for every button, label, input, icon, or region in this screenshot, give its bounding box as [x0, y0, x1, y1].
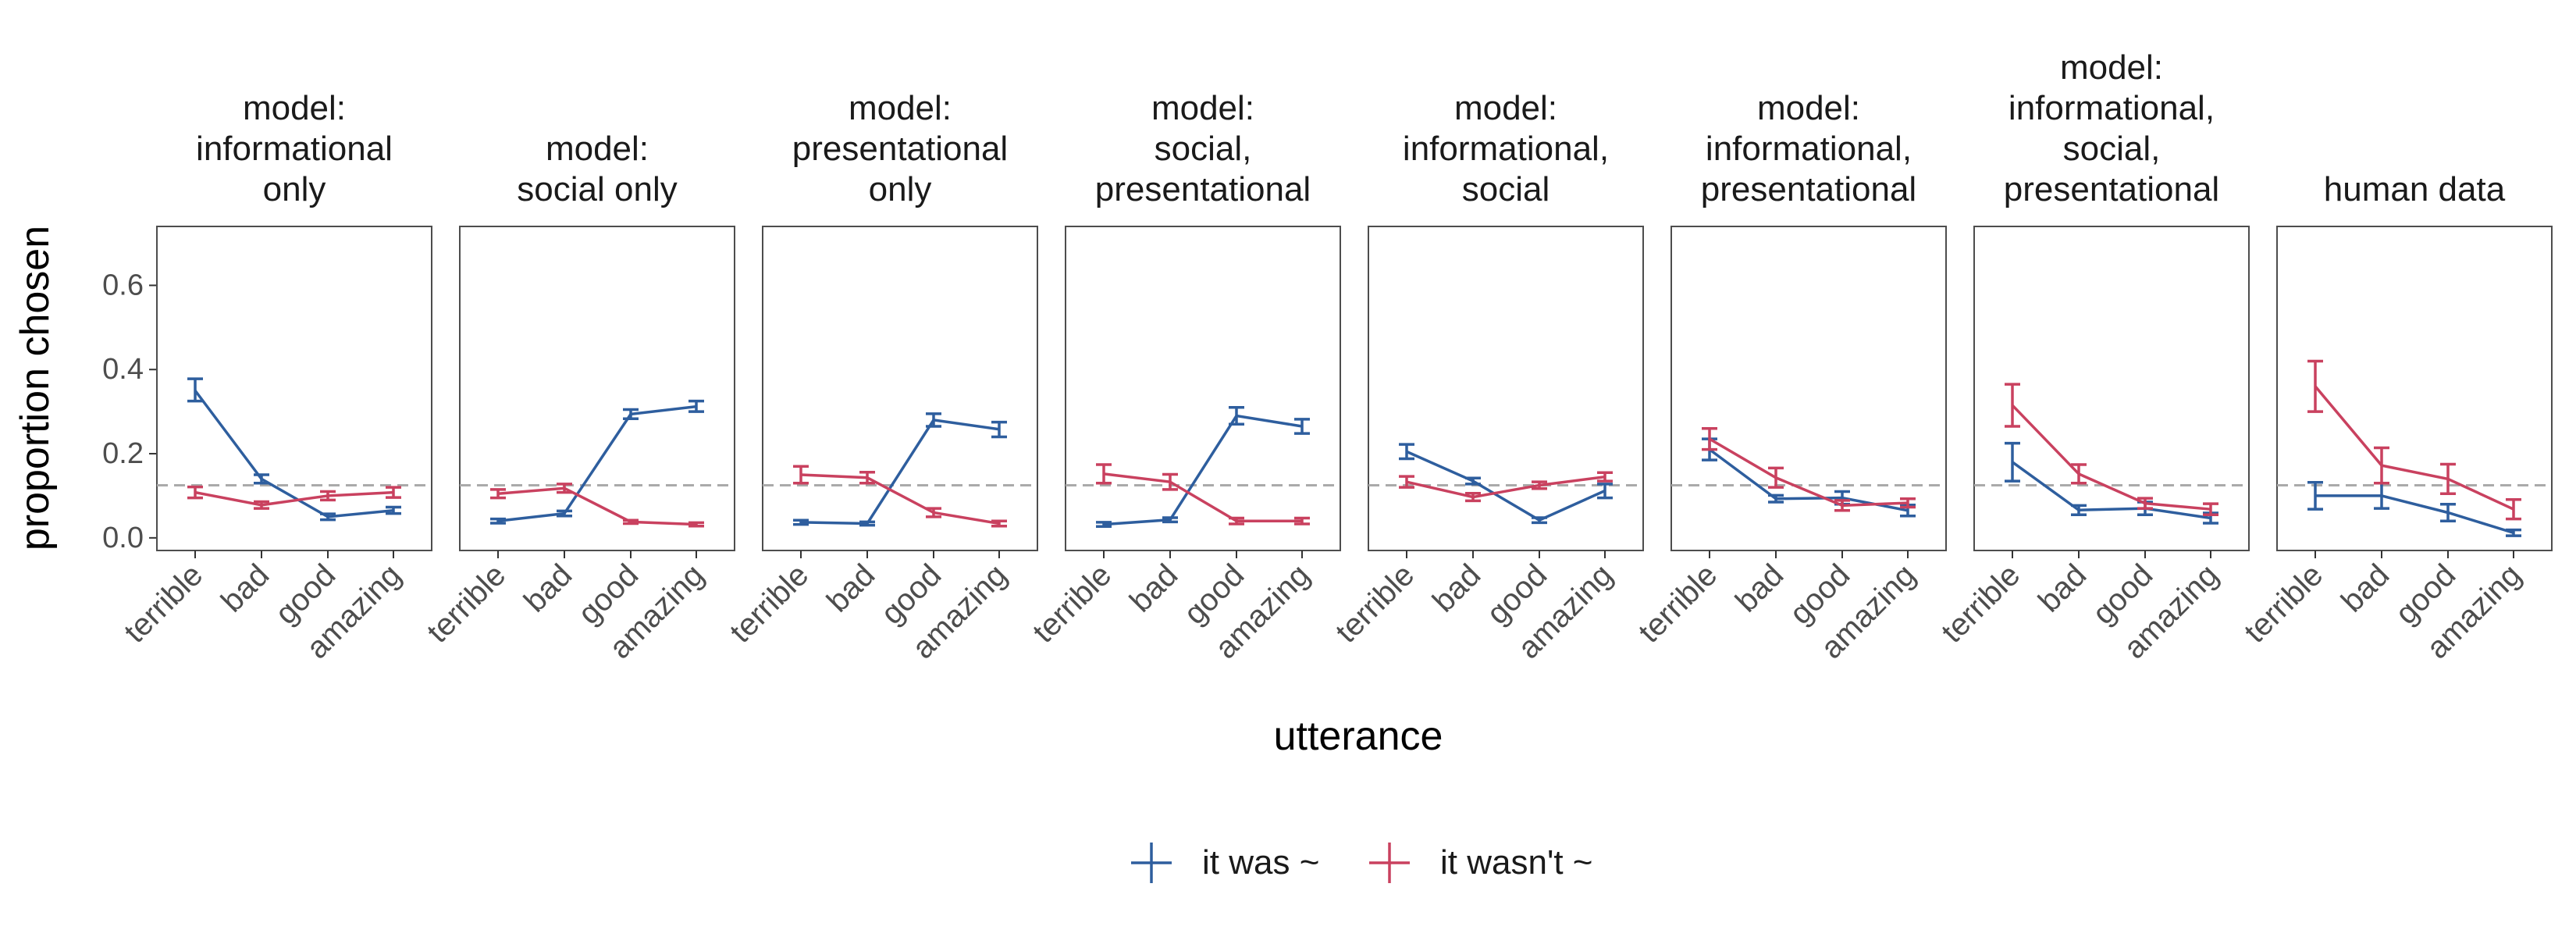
series-line	[194, 490, 394, 507]
series-line	[1406, 475, 1606, 499]
series-line	[1103, 414, 1303, 526]
facet-title-line: model:	[849, 89, 952, 127]
y-tick-label: 0.6	[102, 269, 144, 301]
facet-title-line: human data	[2324, 170, 2506, 208]
x-tick-label: terrible	[1935, 558, 2027, 650]
legend-label: it wasn't ~	[1440, 843, 1593, 882]
series-line	[800, 419, 1000, 526]
panel-border	[1368, 226, 1644, 551]
facet-title-line: presentational	[1701, 170, 1916, 208]
series-line	[2011, 404, 2211, 511]
x-axis-label: utterance	[1274, 714, 1443, 759]
series-line	[2314, 385, 2514, 511]
facet-title-line: only	[869, 170, 932, 208]
panel-border	[1065, 226, 1341, 551]
x-tick-label: bad	[1426, 558, 1487, 618]
x-tick-label: terrible	[118, 558, 210, 650]
x-tick-label: terrible	[724, 558, 816, 650]
facet-title-line: social,	[1155, 130, 1252, 168]
facet-panel: model:informational,presentational terrib…	[1632, 89, 1947, 665]
panel-border	[1973, 226, 2250, 551]
facet-title-line: social,	[2063, 130, 2161, 168]
x-tick-label: bad	[1123, 558, 1184, 618]
series-line	[1406, 450, 1606, 522]
panel-border	[1670, 226, 1947, 551]
x-tick-label: terrible	[2238, 558, 2330, 650]
legend: it was ~ it wasn't ~	[1131, 843, 1593, 883]
y-tick-label: 0.2	[102, 437, 144, 470]
x-tick-label: bad	[518, 558, 578, 618]
facet-title-line: presentational	[1095, 170, 1311, 208]
series-line	[497, 486, 697, 526]
x-tick-label: bad	[215, 558, 276, 618]
facet-title-line: informational,	[2008, 89, 2215, 127]
y-tick-label: 0.4	[102, 353, 144, 386]
facet-title-line: presentational	[2004, 170, 2219, 208]
series-line	[1103, 472, 1302, 523]
facet-title-line: social	[1462, 170, 1550, 208]
x-tick-label: bad	[1729, 558, 1790, 618]
x-tick-label: bad	[820, 558, 881, 618]
x-tick-label: terrible	[1632, 558, 1724, 650]
x-tick-label: bad	[2032, 558, 2093, 618]
x-tick-label: bad	[2335, 558, 2396, 618]
panel-border	[459, 226, 735, 551]
facet-title-line: informational,	[1403, 130, 1609, 168]
y-tick-label: 0.0	[102, 522, 144, 554]
facet-title-line: model:	[546, 130, 649, 168]
x-tick-label: terrible	[421, 558, 513, 650]
panel-border	[156, 226, 432, 551]
facet-title-line: model:	[1757, 89, 1860, 127]
facet-title-line: informational,	[1706, 130, 1912, 168]
facet-title-line: social only	[517, 170, 677, 208]
x-tick-label: terrible	[1329, 558, 1421, 650]
series-line	[1709, 437, 1909, 508]
facet-title-line: only	[263, 170, 326, 208]
series-line	[800, 473, 1000, 526]
series-line	[194, 390, 394, 518]
facet-panel: model:informational,social,presentationa…	[1935, 48, 2250, 665]
series-line	[2011, 461, 2211, 520]
facet-title-line: presentational	[792, 130, 1008, 168]
facet-title-line: informational	[196, 130, 393, 168]
facet-title-line: model:	[2060, 48, 2163, 87]
legend-label: it was ~	[1202, 843, 1319, 882]
y-axis-label: proportion chosen	[12, 226, 58, 550]
x-tick-label: terrible	[1026, 558, 1119, 650]
facet-title-line: model:	[1454, 89, 1557, 127]
series-line	[2315, 494, 2514, 535]
facet-title-line: model:	[1151, 89, 1254, 127]
series-line	[497, 404, 697, 523]
facet-title-line: model:	[243, 89, 346, 127]
panel-border	[762, 226, 1038, 551]
